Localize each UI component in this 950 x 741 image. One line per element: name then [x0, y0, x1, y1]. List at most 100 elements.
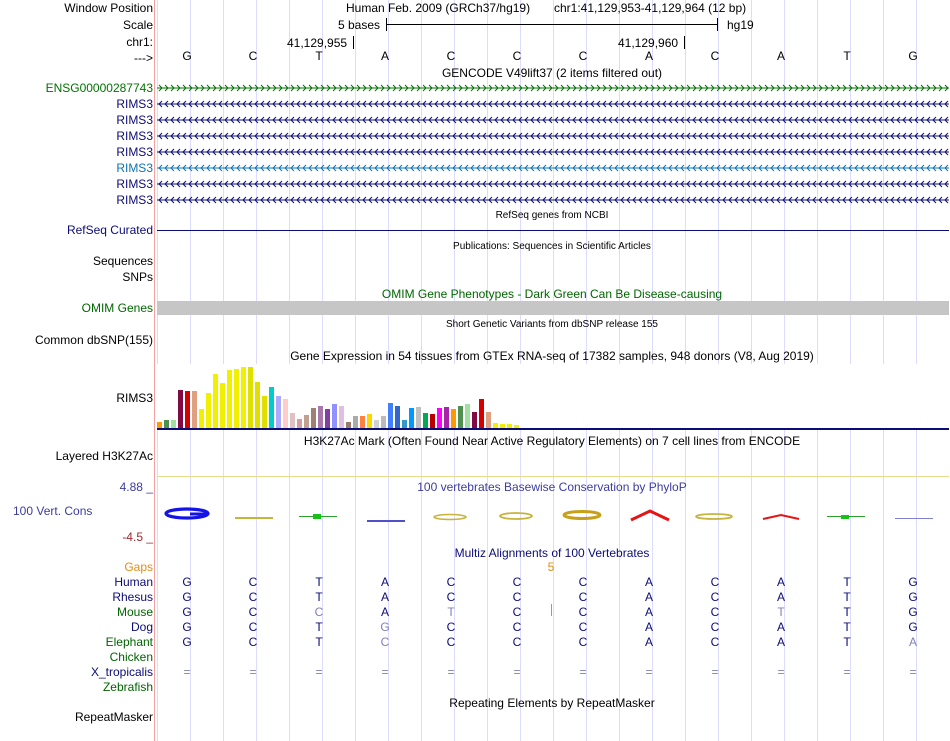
species-label[interactable]: Rhesus	[112, 590, 153, 604]
refseq-curated-line[interactable]	[157, 230, 949, 231]
gencode-track-label[interactable]: RIMS3	[116, 177, 153, 191]
repeatmasker-label[interactable]: RepeatMasker	[74, 710, 153, 724]
gtex-tissue-bar[interactable]	[290, 413, 295, 428]
reference-base[interactable]: G	[182, 49, 192, 63]
gtex-tissue-bar[interactable]	[360, 416, 365, 428]
gtex-tissue-bar[interactable]	[451, 409, 456, 428]
gencode-track-label[interactable]: RIMS3	[116, 129, 153, 143]
gtex-tissue-bar[interactable]	[374, 420, 379, 428]
gtex-tissue-bar[interactable]	[234, 369, 239, 428]
gtex-tissue-bar[interactable]	[199, 409, 204, 428]
gtex-tissue-bar[interactable]	[388, 403, 393, 428]
gtex-tissue-bar[interactable]	[171, 420, 176, 428]
position-text[interactable]: chr1:41,129,953-41,129,964 (12 bp)	[554, 1, 747, 15]
gtex-tissue-bar[interactable]	[346, 422, 351, 428]
gtex-tissue-bar[interactable]	[283, 399, 288, 428]
gtex-tissue-bar[interactable]	[479, 399, 484, 428]
gencode-gene-line[interactable]	[157, 81, 949, 95]
gtex-tissue-bar[interactable]	[458, 406, 463, 428]
gtex-tissue-bar[interactable]	[430, 414, 435, 428]
species-label[interactable]: Human	[114, 575, 153, 589]
gtex-tissue-bar[interactable]	[500, 424, 505, 428]
gencode-track-label[interactable]: RIMS3	[116, 145, 153, 159]
reference-base[interactable]: C	[710, 49, 720, 63]
gtex-tissue-bar[interactable]	[164, 420, 169, 428]
gtex-tissue-bar[interactable]	[437, 408, 442, 428]
gencode-gene-line[interactable]	[157, 177, 949, 191]
gencode-track-label[interactable]: RIMS3	[116, 97, 153, 111]
gencode-gene-line[interactable]	[157, 193, 949, 207]
gtex-tissue-bar[interactable]	[409, 408, 414, 428]
gtex-tissue-bar[interactable]	[206, 393, 211, 428]
reference-base[interactable]: T	[843, 49, 851, 63]
dbsnp-label[interactable]: Common dbSNP(155)	[34, 333, 153, 347]
reference-base[interactable]: C	[248, 49, 258, 63]
gtex-tissue-bar[interactable]	[472, 412, 477, 428]
gtex-tissue-bar[interactable]	[248, 367, 253, 428]
gtex-tissue-bar[interactable]	[269, 387, 274, 428]
gtex-tissue-bar[interactable]	[332, 404, 337, 428]
phylop-logo[interactable]	[157, 504, 949, 524]
gtex-tissue-bar[interactable]	[255, 382, 260, 428]
gtex-tissue-bar[interactable]	[353, 416, 358, 428]
gtex-tissue-bar[interactable]	[311, 408, 316, 428]
species-label[interactable]: Dog	[130, 620, 153, 634]
refseq-curated-label[interactable]: RefSeq Curated	[66, 223, 153, 237]
reference-base[interactable]: C	[446, 49, 456, 63]
species-label[interactable]: Elephant	[105, 635, 153, 649]
reference-base[interactable]: A	[380, 49, 390, 63]
gtex-tissue-bar[interactable]	[416, 407, 421, 428]
gtex-tissue-bar[interactable]	[507, 424, 512, 428]
reference-base[interactable]: A	[776, 49, 786, 63]
gencode-track-label[interactable]: ENSG00000287743	[45, 81, 153, 95]
gtex-tissue-bar[interactable]	[395, 406, 400, 428]
gencode-track-label[interactable]: RIMS3	[116, 113, 153, 127]
reference-base[interactable]: G	[908, 49, 918, 63]
gtex-tissue-bar[interactable]	[178, 390, 183, 428]
species-label[interactable]: Chicken	[109, 650, 153, 664]
reference-base[interactable]: A	[644, 49, 654, 63]
gtex-tissue-bar[interactable]	[339, 406, 344, 428]
reference-base[interactable]: T	[315, 49, 323, 63]
gencode-gene-line[interactable]	[157, 161, 949, 175]
omim-gene-bar[interactable]	[157, 301, 949, 315]
species-label[interactable]: Mouse	[116, 605, 153, 619]
gtex-tissue-bar[interactable]	[304, 415, 309, 428]
gtex-tissue-bar[interactable]	[493, 423, 498, 428]
species-label[interactable]: X_tropicalis	[90, 665, 153, 679]
gtex-tissue-bar[interactable]	[262, 396, 267, 428]
gencode-track-label[interactable]: RIMS3	[116, 193, 153, 207]
gtex-tissue-bar[interactable]	[423, 413, 428, 428]
gtex-tissue-bar[interactable]	[325, 409, 330, 428]
reference-base[interactable]: C	[578, 49, 588, 63]
gtex-label[interactable]: RIMS3	[116, 391, 153, 405]
gtex-tissue-bar[interactable]	[276, 396, 281, 428]
gtex-tissue-bar[interactable]	[318, 406, 323, 428]
gtex-tissue-bar[interactable]	[157, 422, 162, 428]
gencode-gene-line[interactable]	[157, 129, 949, 143]
gtex-tissue-bar[interactable]	[402, 420, 407, 428]
phylop-label[interactable]: 100 Vert. Cons	[13, 504, 93, 518]
gencode-gene-line[interactable]	[157, 113, 949, 127]
sequences-label[interactable]: Sequences	[92, 254, 153, 268]
gtex-tissue-bar[interactable]	[241, 367, 246, 428]
reference-base[interactable]: C	[512, 49, 522, 63]
omim-genes-label[interactable]: OMIM Genes	[81, 301, 153, 315]
species-label[interactable]: Zebrafish	[102, 680, 153, 694]
gaps-label[interactable]: Gaps	[124, 560, 153, 574]
gencode-gene-line[interactable]	[157, 145, 949, 159]
gtex-tissue-bar[interactable]	[465, 404, 470, 428]
snps-label[interactable]: SNPs	[122, 270, 153, 284]
gtex-tissue-bar[interactable]	[514, 425, 519, 428]
gtex-tissue-bar[interactable]	[227, 370, 232, 428]
gtex-tissue-bar[interactable]	[192, 391, 197, 428]
gtex-tissue-bar[interactable]	[381, 416, 386, 428]
h3k27ac-label[interactable]: Layered H3K27Ac	[55, 449, 153, 463]
gtex-tissue-bar[interactable]	[297, 419, 302, 428]
gencode-track-label[interactable]: RIMS3	[116, 161, 153, 175]
gtex-tissue-bar[interactable]	[213, 374, 218, 428]
gtex-tissue-bar[interactable]	[220, 383, 225, 428]
gtex-tissue-bar[interactable]	[185, 391, 190, 428]
gtex-tissue-bar[interactable]	[486, 412, 491, 428]
gencode-gene-line[interactable]	[157, 97, 949, 111]
